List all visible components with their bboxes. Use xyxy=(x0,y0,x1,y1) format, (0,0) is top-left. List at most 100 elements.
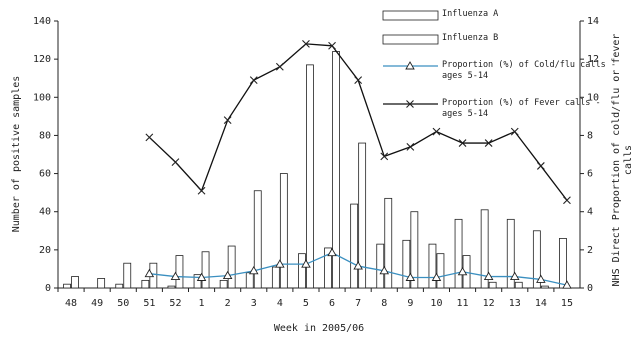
marker xyxy=(170,271,181,281)
bar xyxy=(384,197,393,289)
marker xyxy=(432,127,441,136)
marker xyxy=(301,259,311,268)
marker xyxy=(562,280,572,289)
x-tick-label: 49 xyxy=(91,298,103,309)
x-tick-label: 52 xyxy=(169,298,181,309)
bar xyxy=(175,255,184,289)
legend-label: Influenza B xyxy=(442,33,499,43)
bar xyxy=(63,283,71,289)
x-tick-label: 51 xyxy=(143,298,155,309)
legend-swatch xyxy=(382,10,439,21)
y-tick-label: 60 xyxy=(39,169,51,180)
bar xyxy=(219,279,228,289)
marker xyxy=(222,270,233,280)
legend-marker xyxy=(405,61,415,70)
x-tick-label: 15 xyxy=(561,298,573,309)
x-tick-label: 1 xyxy=(199,298,205,309)
marker xyxy=(405,272,416,281)
marker xyxy=(380,152,389,161)
marker xyxy=(354,76,363,85)
bar xyxy=(279,173,288,289)
y2-tick-label: 14 xyxy=(587,16,599,27)
marker xyxy=(302,39,310,48)
bar xyxy=(306,64,314,289)
x-tick-label: 11 xyxy=(457,298,469,309)
x-tick-label: 6 xyxy=(329,298,335,309)
bar xyxy=(480,209,489,289)
x-tick-label: 4 xyxy=(277,298,283,309)
marker xyxy=(144,268,155,278)
bar xyxy=(350,203,359,289)
x-tick-label: 50 xyxy=(117,298,129,309)
bar xyxy=(123,262,132,289)
bar xyxy=(324,247,332,289)
marker xyxy=(510,127,519,136)
bar xyxy=(245,272,254,289)
bar xyxy=(454,218,463,289)
bar xyxy=(428,243,437,289)
marker xyxy=(536,162,545,170)
bar xyxy=(532,230,541,289)
bar xyxy=(376,243,385,289)
y2-tick-label: 8 xyxy=(587,130,593,141)
bar xyxy=(358,142,367,289)
y2-tick-label: 4 xyxy=(587,207,593,218)
marker xyxy=(275,62,284,71)
marker xyxy=(197,186,206,195)
y2-tick-label: 6 xyxy=(587,169,593,180)
y-tick-label: 0 xyxy=(45,283,51,294)
bar xyxy=(201,251,210,289)
x-tick-label: 7 xyxy=(355,298,361,309)
x-tick-label: 8 xyxy=(381,298,387,309)
y-tick-label: 20 xyxy=(39,245,51,256)
bar xyxy=(115,283,124,289)
x-tick-label: 48 xyxy=(65,298,77,309)
y2-tick-label: 2 xyxy=(587,245,593,256)
bar xyxy=(227,245,236,289)
marker xyxy=(328,41,336,50)
y-tick-label: 40 xyxy=(39,207,51,218)
marker xyxy=(536,274,546,283)
y-tick-label: 140 xyxy=(33,16,51,27)
y2-tick-label: 10 xyxy=(587,92,599,103)
legend-swatch xyxy=(382,34,439,45)
bar xyxy=(506,218,515,289)
bar xyxy=(410,211,419,289)
marker xyxy=(458,139,467,147)
marker xyxy=(171,158,180,167)
marker xyxy=(196,272,207,281)
legend-label: Proportion (%) of Cold/flu calls - ages … xyxy=(442,60,616,81)
marker xyxy=(275,259,285,268)
bar xyxy=(559,238,567,289)
x-tick-label: 3 xyxy=(251,298,257,309)
bar xyxy=(71,276,79,289)
bar xyxy=(540,285,549,289)
x-tick-label: 5 xyxy=(303,298,309,309)
marker xyxy=(248,265,259,275)
x-tick-label: 14 xyxy=(535,298,547,309)
legend-label: Proportion (%) of Fever calls - ages 5-1… xyxy=(442,98,601,119)
bar xyxy=(97,278,106,289)
legend-marker xyxy=(406,100,414,108)
y-tick-label: 120 xyxy=(33,54,51,65)
x-axis-label: Week in 2005/06 xyxy=(274,323,364,334)
bar xyxy=(298,253,306,289)
marker xyxy=(509,271,520,281)
bar xyxy=(253,190,262,289)
y-tick-label: 80 xyxy=(39,130,51,141)
bar xyxy=(271,266,280,289)
x-tick-label: 12 xyxy=(483,298,495,309)
x-tick-label: 13 xyxy=(509,298,521,309)
bar xyxy=(167,285,176,289)
marker xyxy=(483,271,494,281)
y2-tick-label: 0 xyxy=(587,283,593,294)
marker xyxy=(327,247,337,257)
marker xyxy=(145,133,154,142)
marker xyxy=(563,196,571,205)
bar xyxy=(488,281,497,289)
marker xyxy=(457,266,468,276)
bar xyxy=(141,279,150,289)
bar xyxy=(436,253,445,289)
